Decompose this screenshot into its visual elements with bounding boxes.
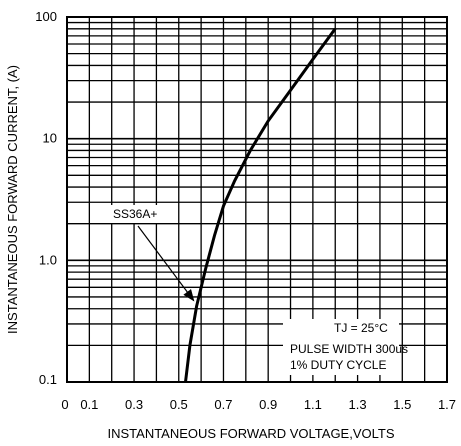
x-tick-label: 0.3 [125,397,143,412]
y-tick-label: 0.1 [39,372,57,387]
conditions-box: TJ = 25°C PULSE WIDTH 300us 1% DUTY CYCL… [283,319,408,375]
x-axis-title: INSTANTANEOUS FORWARD VOLTAGE,VOLTS [108,426,395,441]
series-callout: SS36A+ [110,205,195,302]
series-line-ss36a [184,27,337,383]
x-tick-labels: 0 0.1 0.3 0.5 0.7 0.9 1.1 1.3 1.5 1.7 [61,397,456,412]
x-tick-label: 1.5 [393,397,411,412]
y-tick-label: 100 [35,9,57,24]
y-tick-label: 1.0 [39,252,57,267]
x-tick-label: 0.9 [259,397,277,412]
callout-label: SS36A+ [113,207,157,221]
y-axis-title: INSTANTANEOUS FORWARD CURRENT, (A) [5,65,20,334]
x-tick-label: 1.1 [304,397,322,412]
conditions-background [283,319,399,375]
y-tick-label: 10 [43,131,57,146]
condition-tj: TJ = 25°C [334,321,388,335]
condition-pulse-width: PULSE WIDTH 300us [290,342,408,356]
x-tick-label: 0.1 [80,397,98,412]
x-tick-label: 1.3 [349,397,367,412]
x-tick-label: 0.5 [170,397,188,412]
callout-arrow [137,225,195,302]
plot-frame [66,16,448,383]
x-tick-label: 0 [61,397,68,412]
y-tick-labels: 0.1 1.0 10 100 [35,9,57,387]
x-tick-label: 1.7 [438,397,456,412]
x-tick-label: 0.7 [214,397,232,412]
callout-background [110,205,162,223]
condition-duty-cycle: 1% DUTY CYCLE [290,358,386,372]
